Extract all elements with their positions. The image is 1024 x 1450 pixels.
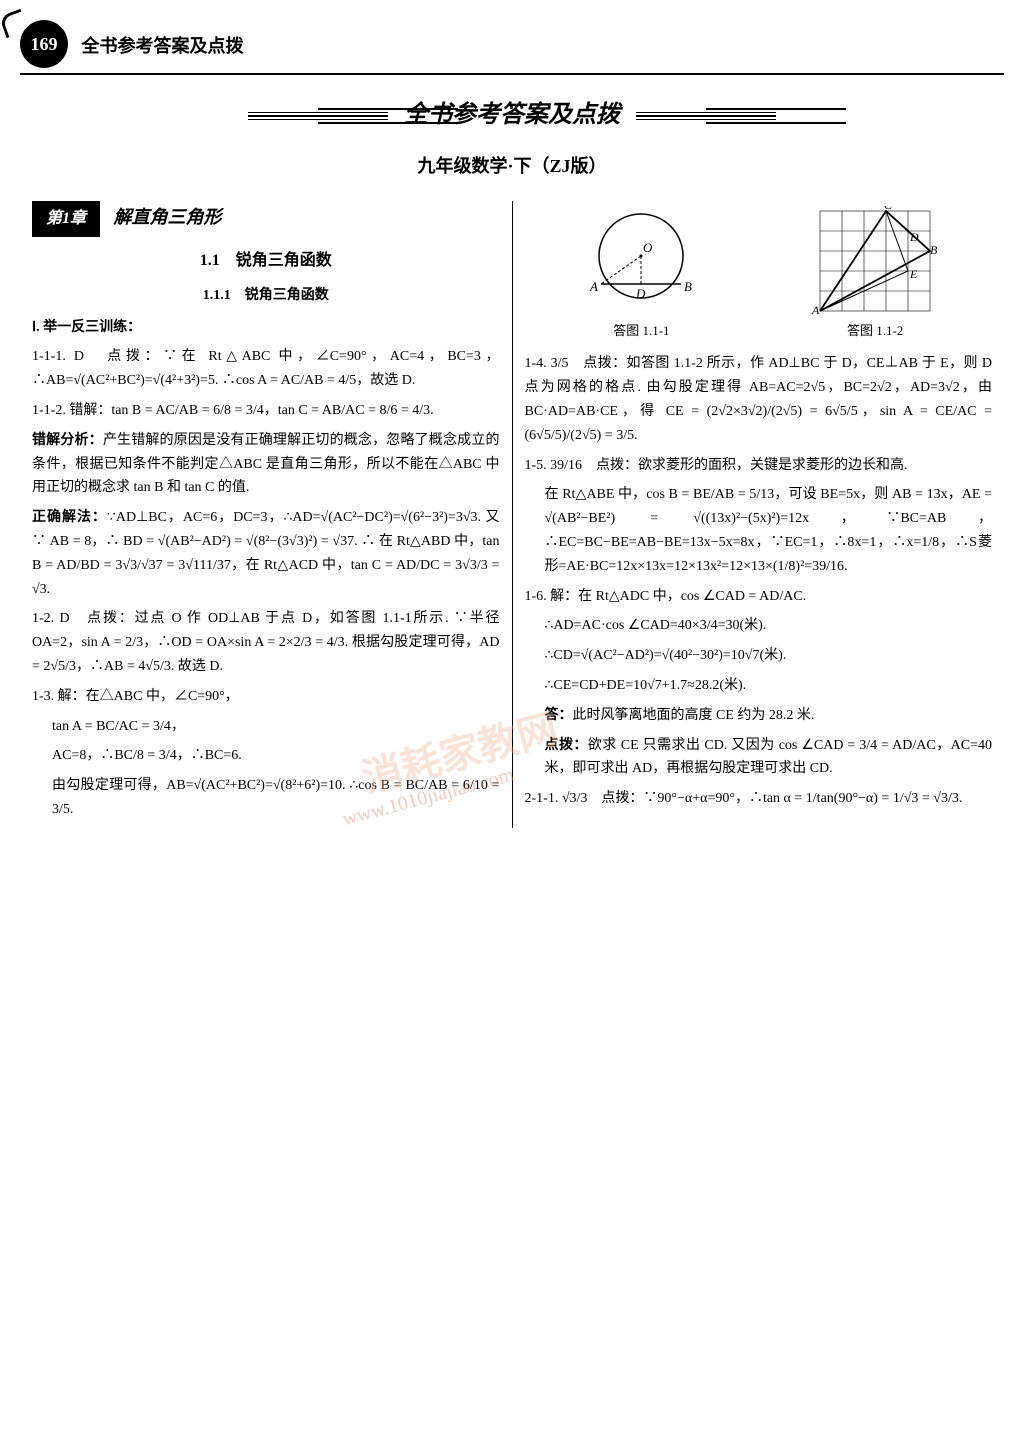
svg-text:A: A (589, 279, 598, 294)
figure-2-label: 答图 1.1-2 (810, 320, 940, 342)
header-bar: 169 全书参考答案及点拨 (20, 20, 1004, 75)
item-1-5b: 在 Rt△ABE 中，cos B = BE/AB = 5/13，可设 BE=5x… (525, 483, 993, 578)
svg-text:B: B (684, 279, 692, 294)
hint-text: 欲求 CE 只需求出 CD. 又因为 cos ∠CAD = 3/4 = AD/A… (545, 738, 993, 777)
subsection-title: 1.1.1 锐角三角函数 (32, 284, 500, 308)
answer-label: 答： (545, 708, 573, 723)
figures-row: O A D B 答图 1.1-1 (525, 206, 993, 342)
svg-text:D: D (635, 286, 646, 301)
title-decor-left (248, 112, 388, 120)
header-title: 全书参考答案及点拨 (82, 31, 244, 62)
answer-text: 此时风筝离地面的高度 CE 约为 28.2 米. (573, 708, 815, 723)
svg-text:E: E (909, 267, 918, 281)
figure-1-label: 答图 1.1-1 (576, 320, 706, 342)
svg-text:C: C (884, 206, 893, 212)
item-1-1-2-correct: 正确解法：∵AD⊥BC，AC=6，DC=3，∴AD=√(AC²−DC²)=√(6… (32, 506, 500, 601)
content-columns: 第1章 解直角三角形 1.1 锐角三角函数 1.1.1 锐角三角函数 Ⅰ. 举一… (20, 201, 1004, 827)
chapter-row: 第1章 解直角三角形 (32, 201, 500, 236)
item-1-3d: 由勾股定理可得，AB=√(AC²+BC²)=√(8²+6²)=10. ∴cos … (32, 774, 500, 822)
item-1-6d: ∴CE=CD+DE=10√7+1.7≈28.2(米). (525, 674, 993, 698)
item-1-3c: AC=8，∴BC/8 = 3/4，∴BC=6. (32, 744, 500, 768)
item-1-3a: 1-3. 解：在△ABC 中，∠C=90°， (32, 685, 500, 709)
svg-text:O: O (643, 240, 653, 255)
item-1-6-answer: 答：此时风筝离地面的高度 CE 约为 28.2 米. (525, 704, 993, 728)
subtitle: 九年级数学·下（ZJ版） (20, 151, 1004, 182)
wrong-analysis-text: 产生错解的原因是没有正确理解正切的概念，忽略了概念成立的条件，根据已知条件不能判… (32, 433, 500, 496)
left-column: 第1章 解直角三角形 1.1 锐角三角函数 1.1.1 锐角三角函数 Ⅰ. 举一… (20, 201, 513, 827)
grid-triangle-icon: A B C D E (810, 206, 940, 316)
title-decor-right (636, 112, 776, 120)
page-number-badge: 169 (20, 20, 68, 68)
main-title: 全书参考答案及点拨 (20, 95, 1004, 136)
svg-text:A: A (811, 303, 820, 316)
item-1-5a: 1-5. 39/16 点拨：欲求菱形的面积，关键是求菱形的边长和高. (525, 454, 993, 478)
item-1-1-2-wrong: 1-1-2. 错解：tan B = AC/AB = 6/8 = 3/4，tan … (32, 399, 500, 423)
hint-label: 点拨： (545, 738, 588, 753)
item-1-2: 1-2. D 点拨：过点 O 作 OD⊥AB 于点 D，如答图 1.1-1所示.… (32, 607, 500, 678)
correct-method-label: 正确解法： (32, 510, 107, 525)
chapter-title: 解直角三角形 (114, 202, 222, 233)
item-2-1-1: 2-1-1. √3/3 点拨：∵90°−α+α=90°，∴tan α = 1/t… (525, 787, 993, 811)
part1-label: Ⅰ. 举一反三训练： (32, 316, 500, 340)
item-1-1-1: 1-1-1. D 点拨：∵在 Rt△ABC 中，∠C=90°，AC=4，BC=3… (32, 345, 500, 393)
wrong-analysis-label: 错解分析： (32, 433, 103, 448)
right-column: O A D B 答图 1.1-1 (513, 201, 1005, 827)
item-1-6-hint: 点拨：欲求 CE 只需求出 CD. 又因为 cos ∠CAD = 3/4 = A… (525, 734, 993, 782)
figure-1-1-2: A B C D E 答图 1.1-2 (810, 206, 940, 342)
svg-text:D: D (909, 230, 919, 244)
item-1-6c: ∴CD=√(AC²−AD²)=√(40²−30²)=10√7(米). (525, 644, 993, 668)
section-title: 1.1 锐角三角函数 (32, 247, 500, 274)
item-1-6b: ∴AD=AC·cos ∠CAD=40×3/4=30(米). (525, 614, 993, 638)
item-1-4: 1-4. 3/5 点拨：如答图 1.1-2 所示，作 AD⊥BC 于 D，CE⊥… (525, 352, 993, 447)
chapter-badge: 第1章 (32, 201, 100, 236)
svg-text:B: B (930, 243, 938, 257)
circle-diagram-icon: O A D B (576, 206, 706, 316)
item-1-6a: 1-6. 解：在 Rt△ADC 中，cos ∠CAD = AD/AC. (525, 585, 993, 609)
item-1-1-2-analysis: 错解分析：产生错解的原因是没有正确理解正切的概念，忽略了概念成立的条件，根据已知… (32, 429, 500, 500)
figure-1-1-1: O A D B 答图 1.1-1 (576, 206, 706, 342)
item-1-3b: tan A = BC/AC = 3/4， (32, 715, 500, 739)
